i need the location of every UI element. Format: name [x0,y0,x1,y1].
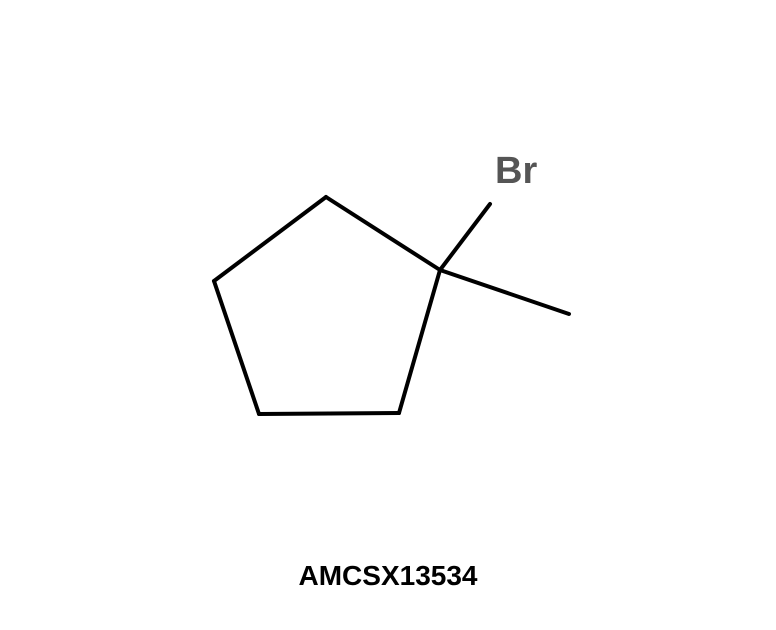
bond-line [440,204,490,270]
atom-label-br: Br [495,150,537,193]
molecule-canvas: Br AMCSX13534 [0,0,776,630]
molecule-svg [0,0,776,630]
bond-line [214,281,259,414]
bond-line [326,197,440,270]
bond-line [214,197,326,281]
bond-line [259,413,399,414]
bond-line [440,270,569,314]
molecule-caption: AMCSX13534 [0,560,776,592]
bond-line [399,270,440,413]
